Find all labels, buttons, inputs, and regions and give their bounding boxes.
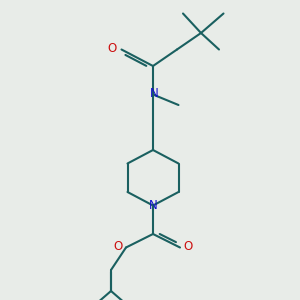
Text: O: O bbox=[108, 41, 117, 55]
Text: O: O bbox=[113, 239, 122, 253]
Text: N: N bbox=[149, 87, 158, 100]
Text: N: N bbox=[149, 199, 158, 212]
Text: O: O bbox=[184, 239, 193, 253]
